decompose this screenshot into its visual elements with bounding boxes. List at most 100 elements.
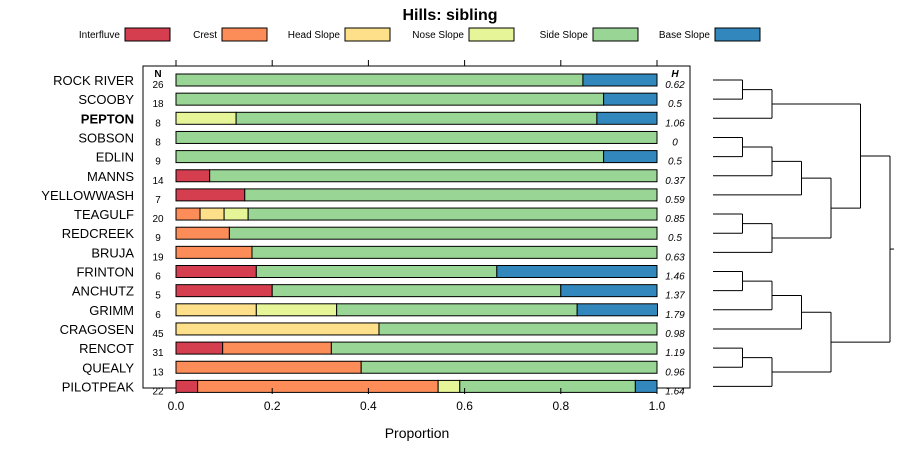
row-label-anchutz: ANCHUTZ xyxy=(72,284,134,299)
bar-pilotpeak-side-slope xyxy=(459,379,636,393)
bar-frinton-side-slope xyxy=(255,265,498,278)
bar-grimm-base-slope xyxy=(576,303,658,317)
n-value-manns: 14 xyxy=(152,176,164,187)
n-value-bruja: 19 xyxy=(152,252,164,263)
legend-label-base-slope: Base Slope xyxy=(659,30,711,41)
bar-quealy-side-slope xyxy=(360,360,658,374)
h-value-quealy: 0.96 xyxy=(665,367,685,378)
row-label-rock-river: ROCK RIVER xyxy=(53,73,134,88)
legend-swatch-base-slope xyxy=(714,27,761,42)
bar-anchutz-interfluve xyxy=(175,284,273,298)
bar-rock-river-base-slope xyxy=(582,73,658,87)
n-value-rock-river: 26 xyxy=(152,80,164,91)
bar-bruja-crest xyxy=(175,245,253,259)
h-value-teagulf: 0.85 xyxy=(665,214,685,225)
h-value-anchutz: 1.37 xyxy=(665,291,685,302)
bar-pilotpeak-nose-slope xyxy=(437,379,461,393)
chart-title: Hills: sibling xyxy=(402,7,497,24)
bar-rock-river-side-slope xyxy=(175,73,584,87)
x-tick-label-2: 0.4 xyxy=(360,399,377,413)
h-value-yellowwash: 0.59 xyxy=(665,195,685,206)
legend-swatch-head-slope xyxy=(344,27,391,42)
row-label-frinton: FRINTON xyxy=(76,265,134,280)
bar-pilotpeak-crest xyxy=(197,379,439,393)
h-value-bruja: 0.63 xyxy=(665,252,685,263)
x-tick-label-5: 1.0 xyxy=(649,399,666,413)
x-axis: 0.0 0.2 0.4 0.6 0.8 1.0 xyxy=(168,60,666,413)
n-value-edlin: 9 xyxy=(155,157,161,168)
row-label-yellowwash: YELLOWWASH xyxy=(41,188,134,203)
dendrogram xyxy=(713,79,894,387)
row-label-edlin: EDLIN xyxy=(96,150,134,165)
n-value-rencot: 31 xyxy=(152,348,164,359)
n-value-sobson: 8 xyxy=(155,137,161,148)
n-value-pilotpeak: 22 xyxy=(152,386,164,397)
bar-pilotpeak-interfluve xyxy=(175,379,199,393)
h-value-rencot: 1.19 xyxy=(665,348,685,359)
bar-rencot-side-slope xyxy=(330,341,658,355)
x-tick-label-1: 0.2 xyxy=(264,399,281,413)
x-tick-label-4: 0.8 xyxy=(552,399,569,413)
bar-pilotpeak-base-slope xyxy=(634,379,658,393)
bar-edlin-base-slope xyxy=(603,150,658,164)
n-value-grimm: 6 xyxy=(155,310,161,321)
legend-label-head-slope: Head Slope xyxy=(288,30,341,41)
legend-swatch-side-slope xyxy=(592,27,639,42)
bar-redcreek-side-slope xyxy=(228,226,658,240)
legend-swatch-interfluve xyxy=(124,27,171,42)
legend-label-interfluve: Interfluve xyxy=(79,30,121,41)
legend: Interfluve Crest Head Slope Nose Slope Side … xyxy=(79,27,761,42)
n-value-quealy: 13 xyxy=(152,367,164,378)
bar-redcreek-crest xyxy=(175,226,230,240)
row-label-quealy: QUEALY xyxy=(82,360,134,375)
bar-teagulf-nose-slope xyxy=(223,207,249,221)
row-label-redcreek: REDCREEK xyxy=(62,226,135,241)
row-label-manns: MANNS xyxy=(87,169,134,184)
x-tick-label-0: 0.0 xyxy=(168,399,185,413)
x-tick-label-3: 0.6 xyxy=(456,399,473,413)
row-label-cragosen: CRAGOSEN xyxy=(60,322,134,337)
bar-pepton-nose-slope xyxy=(175,111,237,125)
bar-scooby-base-slope xyxy=(603,92,658,106)
h-value-sobson: 0 xyxy=(672,137,678,148)
h-value-edlin: 0.5 xyxy=(668,157,682,168)
bar-teagulf-crest xyxy=(175,207,201,221)
n-header: N xyxy=(154,69,161,80)
row-label-sobson: SOBSON xyxy=(78,130,134,145)
h-value-redcreek: 0.5 xyxy=(668,233,682,244)
bar-rencot-interfluve xyxy=(175,341,224,355)
bar-pepton-side-slope xyxy=(235,111,598,125)
x-axis-label: Proportion xyxy=(385,425,450,441)
bar-pepton-base-slope xyxy=(596,111,658,125)
legend-swatch-crest xyxy=(221,27,268,42)
n-value-scooby: 18 xyxy=(152,99,164,110)
h-value-manns: 0.37 xyxy=(665,176,685,187)
legend-label-nose-slope: Nose Slope xyxy=(412,30,464,41)
row-label-bruja: BRUJA xyxy=(91,245,134,260)
h-value-pepton: 1.06 xyxy=(665,118,685,129)
h-value-cragosen: 0.98 xyxy=(665,329,685,340)
n-value-pepton: 8 xyxy=(155,118,161,129)
row-label-rencot: RENCOT xyxy=(79,341,134,356)
n-column: N 26 18 8 8 9 14 7 20 9 19 6 5 6 45 31 13 22 xyxy=(152,69,164,397)
bar-manns-interfluve xyxy=(175,169,211,183)
bar-edlin-side-slope xyxy=(175,150,605,164)
bar-frinton-interfluve xyxy=(175,265,257,278)
bar-yellowwash-interfluve xyxy=(175,188,246,202)
h-value-rock-river: 0.62 xyxy=(665,80,685,91)
legend-swatch-nose-slope xyxy=(468,27,515,42)
bar-scooby-side-slope xyxy=(175,92,605,106)
bar-cragosen-head-slope xyxy=(175,322,380,336)
row-label-scooby: SCOOBY xyxy=(78,92,134,107)
row-label-pepton: PEPTON xyxy=(81,111,134,126)
bar-grimm-side-slope xyxy=(336,303,578,317)
row-label-teagulf: TEAGULF xyxy=(74,207,134,222)
n-value-frinton: 6 xyxy=(155,272,161,283)
n-value-cragosen: 45 xyxy=(152,329,164,340)
h-value-grimm: 1.79 xyxy=(665,310,685,321)
h-header: H xyxy=(671,69,679,80)
n-value-anchutz: 5 xyxy=(155,291,161,302)
n-value-teagulf: 20 xyxy=(152,214,164,225)
h-value-frinton: 1.46 xyxy=(665,272,685,283)
